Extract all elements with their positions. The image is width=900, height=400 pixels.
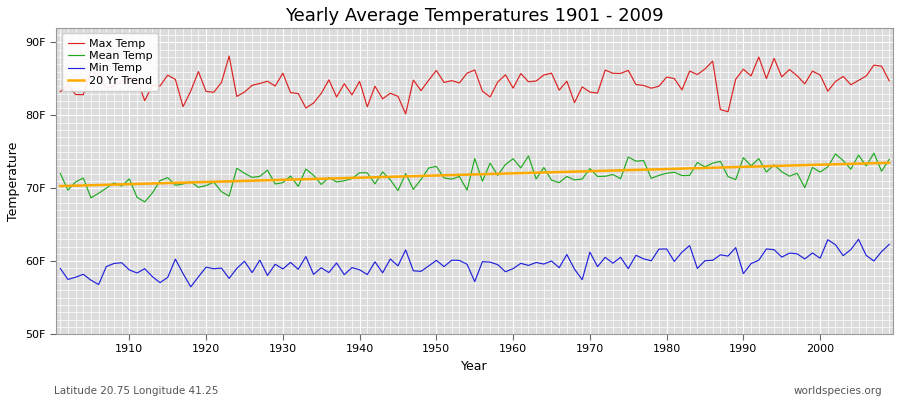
Max Temp — [884, 78, 895, 83]
20 Yr Trend — [500, 171, 511, 176]
Max Temp — [116, 79, 127, 84]
Text: Latitude 20.75 Longitude 41.25: Latitude 20.75 Longitude 41.25 — [54, 386, 219, 396]
Mean Temp — [868, 151, 879, 156]
Max Temp — [616, 71, 626, 76]
20 Yr Trend — [508, 171, 518, 176]
Legend: Max Temp, Mean Temp, Min Temp, 20 Yr Trend: Max Temp, Mean Temp, Min Temp, 20 Yr Tre… — [62, 34, 158, 91]
Min Temp — [608, 261, 618, 266]
20 Yr Trend — [884, 160, 895, 165]
Text: worldspecies.org: worldspecies.org — [794, 386, 882, 396]
20 Yr Trend — [285, 177, 296, 182]
Min Temp — [853, 237, 864, 242]
Mean Temp — [516, 166, 526, 170]
Line: Min Temp: Min Temp — [60, 239, 889, 287]
Max Temp — [516, 71, 526, 76]
Min Temp — [516, 261, 526, 266]
20 Yr Trend — [55, 184, 66, 188]
Line: 20 Yr Trend: 20 Yr Trend — [60, 163, 889, 186]
Mean Temp — [508, 156, 518, 161]
Max Temp — [339, 81, 350, 86]
Mean Temp — [608, 172, 618, 177]
Min Temp — [508, 266, 518, 271]
Max Temp — [523, 79, 534, 84]
Min Temp — [185, 284, 196, 289]
20 Yr Trend — [116, 182, 127, 187]
Mean Temp — [140, 200, 150, 204]
Max Temp — [292, 91, 303, 96]
20 Yr Trend — [599, 168, 610, 173]
Min Temp — [884, 242, 895, 247]
Max Temp — [400, 112, 411, 116]
Min Temp — [116, 260, 127, 265]
20 Yr Trend — [331, 176, 342, 181]
Mean Temp — [292, 184, 303, 189]
Min Temp — [292, 267, 303, 272]
Min Temp — [339, 272, 350, 277]
Y-axis label: Temperature: Temperature — [7, 141, 20, 221]
Mean Temp — [55, 171, 66, 176]
Mean Temp — [116, 184, 127, 188]
Max Temp — [55, 89, 66, 94]
Title: Yearly Average Temperatures 1901 - 2009: Yearly Average Temperatures 1901 - 2009 — [285, 7, 664, 25]
Line: Mean Temp: Mean Temp — [60, 153, 889, 202]
Mean Temp — [884, 157, 895, 162]
Mean Temp — [339, 178, 350, 183]
Line: Max Temp: Max Temp — [60, 56, 889, 114]
Min Temp — [55, 266, 66, 271]
Max Temp — [224, 54, 235, 58]
X-axis label: Year: Year — [462, 360, 488, 373]
